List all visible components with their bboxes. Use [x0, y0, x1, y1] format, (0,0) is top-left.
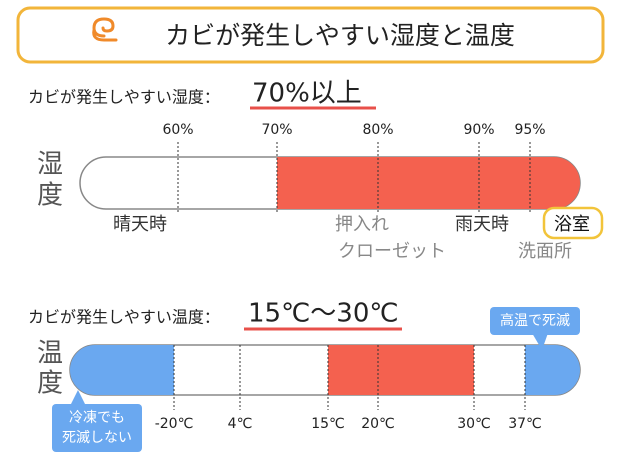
- title: カビが発生しやすい湿度と温度: [165, 21, 515, 50]
- header-box: [16, 6, 605, 64]
- axis-label: 度: [37, 181, 63, 211]
- temperature-range: 15℃〜30℃: [248, 299, 399, 329]
- place-label: 浴室: [554, 214, 590, 235]
- tick-label: 4℃: [228, 416, 253, 432]
- cold-zone: [70, 345, 174, 395]
- tick-label: 37℃: [508, 416, 542, 432]
- humidity-range: 70%以上: [252, 79, 362, 109]
- place-label: 押入れ: [335, 214, 389, 235]
- tick-label: 60%: [162, 122, 193, 138]
- place-label: 晴天時: [113, 214, 167, 235]
- tick-label: 80%: [362, 122, 393, 138]
- callout-box: [52, 404, 142, 452]
- axis-label: 湿: [37, 150, 63, 180]
- humidity-risk-zone: [277, 157, 580, 209]
- axis-label: 温: [37, 339, 63, 369]
- callout-box: [490, 307, 580, 335]
- tick-label: 30℃: [457, 416, 491, 432]
- temperature-risk-zone: [328, 345, 474, 395]
- tick-label: -20℃: [155, 416, 194, 432]
- place-label: クローゼット: [338, 241, 446, 262]
- tick-label: 90%: [463, 122, 494, 138]
- callout-text: 高温で死滅: [500, 312, 570, 329]
- callout-pointer: [532, 333, 548, 350]
- place-label: 雨天時: [455, 214, 509, 235]
- tick-label: 70%: [261, 122, 292, 138]
- icon: [92, 17, 118, 42]
- callout-text: 死滅しない: [62, 430, 132, 446]
- tick-label: 20℃: [361, 416, 395, 432]
- callout-text: 冷凍でも: [69, 410, 125, 426]
- callout-pointer: [70, 390, 86, 406]
- tick-label: 15℃: [311, 416, 345, 432]
- temperature-label: カビが発生しやすい温度：: [28, 308, 220, 327]
- hot-zone: [525, 345, 580, 395]
- tick-label: 95%: [514, 122, 545, 138]
- place-label: 洗面所: [518, 241, 572, 262]
- axis-label: 度: [37, 369, 63, 399]
- humidity-label: カビが発生しやすい湿度：: [28, 88, 220, 107]
- highlight-box: [542, 206, 604, 240]
